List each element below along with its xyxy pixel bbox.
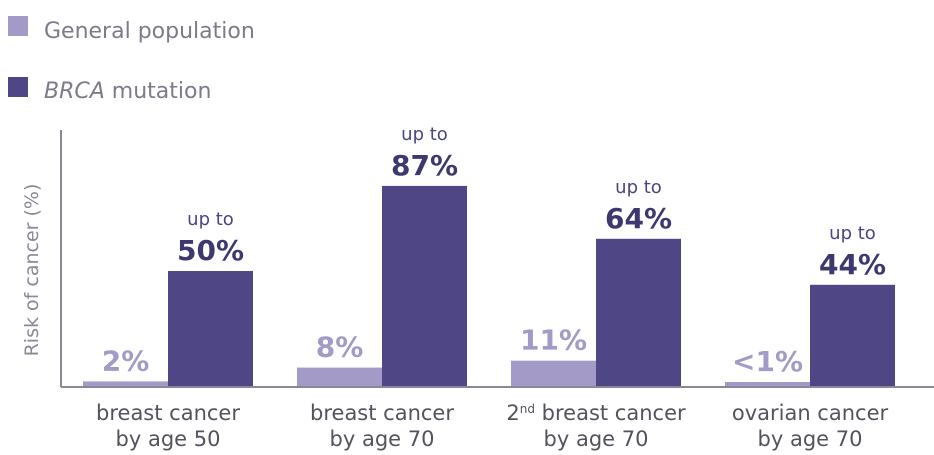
- value-labels: 2% 50% up to 8% 87% up to 11% 64% up to <1% 44% up …: [102, 124, 886, 378]
- data-label-series-1-category-3: 44%: [819, 248, 886, 281]
- bar-series-0-category-1: [297, 367, 382, 386]
- data-prefix-series-1-category-3: up to: [829, 223, 876, 244]
- bar-series-1-category-3: [810, 284, 895, 386]
- data-prefix-series-1-category-2: up to: [615, 177, 662, 198]
- bar-series-0-category-3: [725, 382, 810, 386]
- x-tick-label-line1-category-3: ovarian cancer: [732, 401, 889, 425]
- bar-series-0-category-0: [83, 381, 168, 386]
- x-tick-label-line2-category-2: by age 70: [544, 427, 649, 451]
- legend-swatch-general-population: [8, 16, 28, 36]
- bars: [83, 185, 895, 386]
- legend: General population BRCA mutation: [8, 16, 255, 104]
- x-tick-label-line2-category-3: by age 70: [758, 427, 863, 451]
- bar-series-1-category-2: [596, 238, 681, 386]
- data-label-series-0-category-1: 8%: [316, 331, 364, 364]
- data-label-series-1-category-1: 87%: [391, 149, 458, 182]
- data-prefix-series-1-category-0: up to: [187, 209, 234, 230]
- bar-series-1-category-0: [168, 271, 253, 386]
- data-label-series-0-category-0: 2%: [102, 344, 150, 377]
- legend-label-general-population: General population: [44, 19, 255, 44]
- legend-swatch-brca-mutation: [8, 77, 28, 97]
- data-label-series-1-category-0: 50%: [177, 234, 244, 267]
- data-label-series-0-category-3: <1%: [732, 345, 803, 378]
- y-axis-label: Risk of cancer (%): [21, 184, 43, 357]
- bar-series-0-category-2: [511, 360, 596, 386]
- bar-series-1-category-1: [382, 185, 467, 386]
- x-tick-label-line1-category-2: 2nd breast cancer: [506, 401, 686, 425]
- data-label-series-0-category-2: 11%: [520, 324, 587, 357]
- x-tick-label-line2-category-0: by age 50: [116, 427, 221, 451]
- legend-label-brca-mutation: BRCA mutation: [44, 79, 211, 104]
- x-tick-label-line1-category-1: breast cancer: [310, 401, 454, 425]
- x-tick-label-line1-category-0: breast cancer: [96, 401, 240, 425]
- data-prefix-series-1-category-1: up to: [401, 124, 448, 145]
- x-tick-label-line2-category-1: by age 70: [330, 427, 435, 451]
- data-label-series-1-category-2: 64%: [605, 202, 672, 235]
